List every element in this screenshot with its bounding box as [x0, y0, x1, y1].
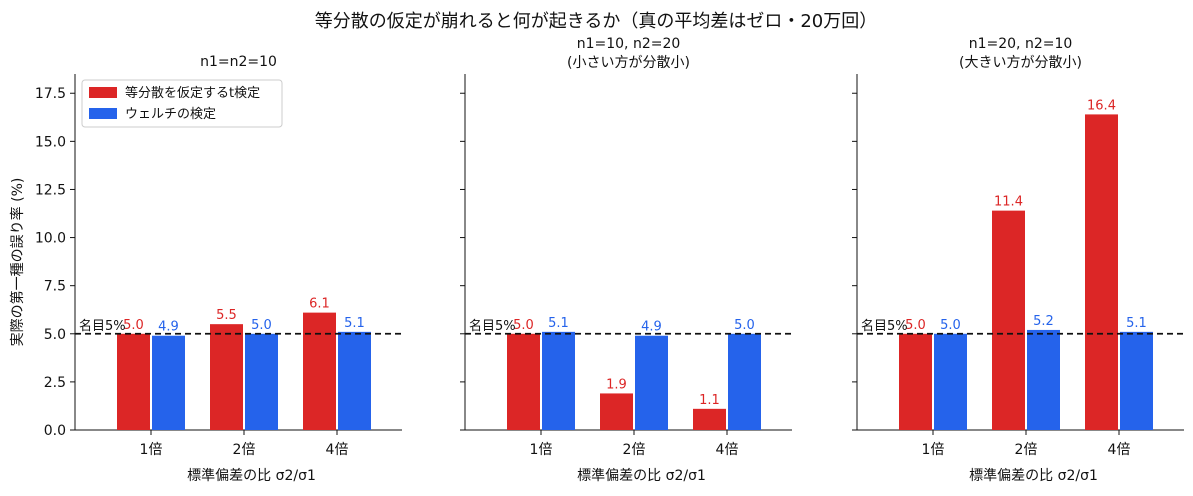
bar-welch-3	[728, 333, 761, 430]
bar-value-label: 5.5	[216, 308, 237, 323]
x-tick-label: 2倍	[233, 442, 256, 458]
x-tick-label: 2倍	[623, 442, 646, 458]
bar-value-label: 5.0	[940, 318, 961, 333]
y-tick-label: 7.5	[44, 279, 66, 295]
bar-value-label: 6.1	[309, 297, 330, 312]
bar-welch-1	[152, 335, 185, 430]
y-tick-label: 15.0	[35, 134, 66, 150]
bar-value-label: 5.0	[734, 318, 755, 333]
bar-welch-1	[934, 333, 967, 430]
x-tick-label: 4倍	[1108, 442, 1131, 458]
legend-label: 等分散を仮定するt検定	[125, 85, 260, 101]
chart-panel-3: n1=20, n2=10 (大きい方が分散小) 5.0 11.4 16.4 5.0 5.2 5…	[852, 36, 1184, 484]
panel-title: (小さい方が分散小)	[567, 55, 690, 71]
x-tick-label: 2倍	[1015, 442, 1038, 458]
panel-title: n1=10, n2=20	[577, 36, 681, 52]
bar-t-test-3	[693, 408, 726, 430]
bar-t-test-2	[600, 393, 633, 430]
y-tick-label: 17.5	[35, 86, 66, 102]
y-tick-label: 10.0	[35, 231, 66, 247]
chart-panel-1: n1=n2=10 0.0 2.5 5.0 7.5 10.0 12.5 15.0 17.5 5.0 5…	[35, 54, 402, 484]
bar-t-test-2	[210, 324, 243, 430]
bar-value-label: 5.0	[905, 318, 926, 333]
x-axis-label: 標準偏差の比 σ2/σ1	[969, 468, 1098, 484]
panel-title: n1=n2=10	[200, 54, 277, 70]
legend-label: ウェルチの検定	[125, 107, 216, 122]
bar-t-test-3	[303, 312, 336, 430]
bar-value-label: 1.9	[606, 377, 627, 392]
x-tick-label: 4倍	[716, 442, 739, 458]
bar-t-test-1	[507, 333, 540, 430]
bar-t-test-1	[899, 333, 932, 430]
x-tick-label: 4倍	[326, 442, 349, 458]
legend-box	[81, 79, 283, 128]
bar-t-test-2	[992, 210, 1025, 430]
bar-t-test-1	[117, 333, 150, 430]
x-axis-label: 標準偏差の比 σ2/σ1	[187, 468, 316, 484]
bar-value-label: 5.2	[1033, 314, 1054, 329]
bar-value-label: 1.1	[699, 393, 720, 408]
nominal-5pct-label: 名目5%	[469, 318, 516, 334]
bar-value-label: 5.0	[251, 318, 272, 333]
nominal-5pct-label: 名目5%	[79, 318, 126, 334]
bar-welch-2	[635, 335, 668, 430]
bar-welch-2	[245, 333, 278, 430]
bar-value-label: 4.9	[641, 320, 662, 335]
y-tick-label: 2.5	[44, 375, 66, 391]
bar-value-label: 5.1	[344, 316, 365, 331]
x-tick-label: 1倍	[922, 442, 945, 458]
y-tick-label: 0.0	[44, 423, 66, 439]
bar-t-test-3	[1085, 114, 1118, 430]
y-tick-label: 12.5	[35, 182, 66, 198]
figure-title: 等分散の仮定が崩れると何が起きるか（真の平均差はゼロ・20万回）	[315, 11, 878, 32]
panel-title: n1=20, n2=10	[969, 36, 1073, 52]
nominal-5pct-label: 名目5%	[861, 318, 908, 334]
bar-welch-2	[1027, 329, 1060, 430]
x-tick-label: 1倍	[140, 442, 163, 458]
bar-value-label: 5.1	[1126, 316, 1147, 331]
bar-value-label: 11.4	[994, 195, 1023, 210]
bar-value-label: 5.1	[548, 316, 569, 331]
bar-value-label: 5.0	[123, 318, 144, 333]
bar-welch-1	[542, 331, 575, 430]
bar-welch-3	[1120, 331, 1153, 430]
bar-value-label: 5.0	[513, 318, 534, 333]
y-tick-label: 5.0	[44, 327, 66, 343]
chart-panel-2: n1=10, n2=20 (小さい方が分散小) 5.0 1.9 1.1 5.1 4.9 5.0…	[460, 36, 792, 484]
bar-welch-3	[338, 331, 371, 430]
x-tick-label: 1倍	[530, 442, 553, 458]
y-axis-label: 実際の第一種の誤り率 (%)	[9, 178, 26, 347]
bar-value-label: 16.4	[1087, 98, 1116, 113]
x-axis-label: 標準偏差の比 σ2/σ1	[577, 468, 706, 484]
legend-swatch	[89, 108, 117, 119]
bar-value-label: 4.9	[158, 320, 179, 335]
legend-swatch	[89, 87, 117, 98]
panel-title: (大きい方が分散小)	[959, 55, 1082, 71]
